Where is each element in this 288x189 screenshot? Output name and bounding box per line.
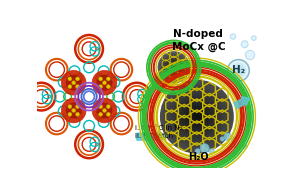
Circle shape bbox=[232, 64, 245, 77]
Circle shape bbox=[68, 85, 72, 88]
Circle shape bbox=[103, 108, 106, 112]
Circle shape bbox=[220, 137, 225, 141]
Circle shape bbox=[195, 149, 200, 154]
Circle shape bbox=[167, 87, 227, 147]
Circle shape bbox=[230, 62, 247, 79]
Circle shape bbox=[106, 105, 110, 108]
Circle shape bbox=[195, 114, 199, 119]
Circle shape bbox=[251, 36, 256, 40]
Circle shape bbox=[185, 105, 209, 128]
Text: i. 800°C in N₂
ii. HCl etch: i. 800°C in N₂ ii. HCl etch bbox=[134, 125, 182, 139]
Circle shape bbox=[99, 112, 103, 116]
Circle shape bbox=[165, 59, 182, 76]
FancyArrow shape bbox=[137, 131, 166, 142]
Circle shape bbox=[92, 70, 117, 95]
Circle shape bbox=[174, 94, 220, 140]
Circle shape bbox=[243, 145, 247, 149]
Circle shape bbox=[68, 105, 72, 108]
Circle shape bbox=[176, 96, 218, 137]
Circle shape bbox=[230, 34, 236, 39]
Circle shape bbox=[66, 103, 82, 118]
Circle shape bbox=[103, 81, 106, 85]
Circle shape bbox=[178, 98, 215, 135]
Circle shape bbox=[159, 53, 188, 82]
Circle shape bbox=[97, 75, 112, 91]
Circle shape bbox=[173, 67, 175, 68]
Circle shape bbox=[72, 81, 76, 85]
Circle shape bbox=[224, 133, 232, 140]
Circle shape bbox=[68, 112, 72, 116]
Circle shape bbox=[99, 77, 103, 81]
Circle shape bbox=[99, 105, 103, 108]
Circle shape bbox=[231, 137, 235, 141]
Circle shape bbox=[168, 62, 179, 73]
Text: H₂O: H₂O bbox=[188, 153, 209, 162]
Circle shape bbox=[170, 64, 178, 71]
Circle shape bbox=[229, 61, 248, 80]
Circle shape bbox=[200, 144, 209, 153]
Circle shape bbox=[76, 112, 79, 116]
Circle shape bbox=[171, 65, 176, 70]
Circle shape bbox=[209, 149, 214, 154]
FancyArrow shape bbox=[234, 97, 249, 108]
Circle shape bbox=[76, 77, 79, 81]
Circle shape bbox=[245, 50, 255, 60]
Circle shape bbox=[61, 98, 86, 123]
Circle shape bbox=[99, 85, 103, 88]
Circle shape bbox=[236, 68, 241, 73]
Circle shape bbox=[164, 57, 184, 77]
Circle shape bbox=[233, 65, 244, 76]
Circle shape bbox=[188, 107, 206, 126]
Circle shape bbox=[162, 82, 232, 151]
Circle shape bbox=[76, 85, 79, 88]
Circle shape bbox=[158, 51, 190, 84]
Circle shape bbox=[160, 80, 234, 154]
Circle shape bbox=[192, 112, 202, 121]
Circle shape bbox=[68, 77, 72, 81]
Circle shape bbox=[238, 70, 239, 71]
Text: N-doped
MoCx @C: N-doped MoCx @C bbox=[172, 29, 225, 52]
Circle shape bbox=[92, 98, 117, 123]
Circle shape bbox=[231, 63, 246, 78]
Circle shape bbox=[164, 84, 229, 149]
Circle shape bbox=[106, 77, 110, 81]
Circle shape bbox=[169, 89, 225, 144]
Circle shape bbox=[66, 75, 82, 91]
Circle shape bbox=[171, 91, 222, 142]
Circle shape bbox=[238, 141, 244, 147]
Circle shape bbox=[106, 85, 110, 88]
Circle shape bbox=[234, 66, 243, 75]
Text: H₂: H₂ bbox=[232, 65, 245, 75]
Circle shape bbox=[232, 64, 245, 77]
Circle shape bbox=[237, 69, 240, 72]
Circle shape bbox=[72, 108, 76, 112]
Circle shape bbox=[181, 100, 213, 133]
Circle shape bbox=[183, 103, 211, 130]
Circle shape bbox=[241, 41, 248, 48]
Circle shape bbox=[235, 67, 242, 74]
Circle shape bbox=[234, 145, 238, 149]
Circle shape bbox=[97, 103, 112, 118]
Circle shape bbox=[235, 67, 242, 74]
Circle shape bbox=[190, 110, 204, 124]
Circle shape bbox=[162, 56, 185, 79]
Circle shape bbox=[167, 60, 181, 74]
Circle shape bbox=[161, 54, 187, 81]
Circle shape bbox=[228, 60, 249, 81]
Circle shape bbox=[106, 112, 110, 116]
Circle shape bbox=[61, 70, 86, 95]
Circle shape bbox=[76, 105, 79, 108]
